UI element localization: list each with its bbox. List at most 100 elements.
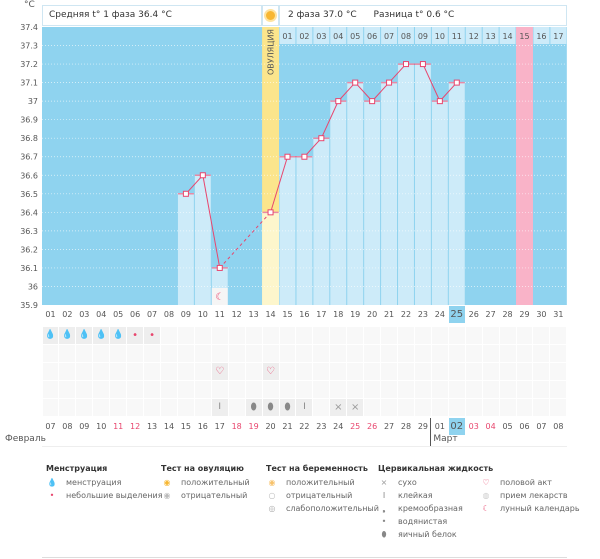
calendar-cell[interactable]	[381, 345, 398, 362]
calendar-cell[interactable]	[245, 381, 262, 398]
sticky-fluid-icon[interactable]: I	[211, 399, 228, 416]
date-label[interactable]: 25	[350, 422, 361, 431]
cycle-day-label[interactable]: 17	[316, 310, 327, 319]
calendar-cell[interactable]	[330, 327, 347, 344]
cycle-day-label[interactable]: 29	[519, 310, 530, 319]
date-label[interactable]: 18	[231, 422, 242, 431]
calendar-cell[interactable]	[262, 345, 279, 362]
calendar-cell[interactable]	[245, 363, 262, 380]
date-label[interactable]: 19	[248, 422, 259, 431]
cycle-day-label[interactable]: 01	[45, 310, 56, 319]
calendar-cell[interactable]	[127, 345, 144, 362]
calendar-cell[interactable]	[347, 363, 364, 380]
cycle-day-label[interactable]: 24	[434, 310, 445, 319]
cycle-day-label[interactable]: 23	[417, 310, 428, 319]
cycle-day-label[interactable]: 30	[536, 310, 547, 319]
date-label[interactable]: 23	[316, 422, 327, 431]
calendar-cell[interactable]	[177, 363, 194, 380]
date-label[interactable]: 27	[383, 422, 395, 431]
calendar-cell[interactable]	[127, 381, 144, 398]
calendar-cell[interactable]	[313, 327, 330, 344]
date-label[interactable]: 26	[367, 422, 378, 431]
calendar-cell[interactable]	[550, 381, 567, 398]
calendar-cell[interactable]	[550, 345, 567, 362]
cycle-day-label[interactable]: 27	[485, 310, 496, 319]
calendar-cell[interactable]	[194, 399, 211, 416]
calendar-cell[interactable]	[296, 345, 313, 362]
date-label[interactable]: 05	[502, 422, 513, 431]
calendar-cell[interactable]	[516, 399, 533, 416]
cycle-day-label[interactable]: 21	[383, 310, 395, 319]
calendar-cell[interactable]	[398, 345, 414, 362]
calendar-cell[interactable]	[364, 363, 381, 380]
date-label[interactable]: 29	[417, 422, 428, 431]
date-label[interactable]: 15	[180, 422, 191, 431]
calendar-cell[interactable]	[211, 381, 228, 398]
cycle-day-label[interactable]: 05	[113, 310, 124, 319]
cycle-day-label[interactable]: 06	[130, 310, 141, 319]
date-label[interactable]: 20	[265, 422, 276, 431]
calendar-cell[interactable]	[364, 381, 381, 398]
cycle-day-label[interactable]: 22	[400, 310, 412, 319]
calendar-cell[interactable]	[279, 363, 296, 380]
calendar-cell[interactable]	[262, 327, 279, 344]
calendar-cell[interactable]	[313, 363, 330, 380]
calendar-cell[interactable]	[414, 327, 431, 344]
heart-icon[interactable]: ♡	[211, 363, 228, 380]
calendar-cell[interactable]	[533, 327, 550, 344]
calendar-cell[interactable]	[550, 399, 567, 416]
calendar-cell[interactable]	[516, 363, 533, 380]
cycle-day-label[interactable]: 09	[180, 310, 191, 319]
calendar-cell[interactable]	[313, 381, 330, 398]
calendar-cell[interactable]	[533, 381, 550, 398]
date-label[interactable]: 16	[197, 422, 208, 431]
calendar-cell[interactable]	[76, 399, 93, 416]
calendar-cell[interactable]	[465, 381, 482, 398]
calendar-cell[interactable]	[313, 345, 330, 362]
calendar-cell[interactable]	[161, 381, 177, 398]
calendar-cell[interactable]	[347, 381, 364, 398]
cycle-day-label[interactable]: 11	[214, 310, 225, 319]
cycle-day-label[interactable]: 02	[62, 310, 73, 319]
calendar-cell[interactable]	[59, 381, 76, 398]
calendar-cell[interactable]	[144, 399, 160, 416]
calendar-cell[interactable]	[448, 345, 465, 362]
dry-icon[interactable]: ×	[347, 399, 364, 416]
calendar-cell[interactable]	[93, 381, 110, 398]
calendar-cell[interactable]	[42, 381, 59, 398]
calendar-cell[interactable]	[330, 381, 347, 398]
date-label[interactable]: 24	[333, 422, 344, 431]
calendar-cell[interactable]	[279, 345, 296, 362]
date-label[interactable]: 12	[130, 422, 141, 431]
date-label[interactable]: 08	[62, 422, 73, 431]
calendar-cell[interactable]	[516, 345, 533, 362]
cycle-day-label[interactable]: 26	[468, 310, 479, 319]
cycle-day-label[interactable]: 19	[350, 310, 361, 319]
date-label[interactable]: 22	[299, 422, 310, 431]
cycle-day-label[interactable]: 28	[502, 310, 513, 319]
calendar-cell[interactable]	[93, 363, 110, 380]
calendar-cell[interactable]	[431, 363, 448, 380]
calendar-cell[interactable]	[499, 381, 516, 398]
calendar-cell[interactable]	[465, 363, 482, 380]
calendar-cell[interactable]	[177, 399, 194, 416]
calendar-cell[interactable]	[533, 399, 550, 416]
cycle-day-label[interactable]: 15	[282, 310, 293, 319]
calendar-cell[interactable]	[59, 363, 76, 380]
cycle-day-label[interactable]: 12	[231, 310, 242, 319]
calendar-cell[interactable]	[482, 399, 499, 416]
calendar-cell[interactable]	[211, 345, 228, 362]
cycle-day-label[interactable]: 10	[197, 310, 208, 319]
calendar-cell[interactable]	[177, 381, 194, 398]
cycle-day-label[interactable]: 25	[448, 306, 465, 323]
calendar-cell[interactable]	[364, 345, 381, 362]
calendar-cell[interactable]	[144, 381, 160, 398]
calendar-cell[interactable]	[144, 345, 160, 362]
calendar-cell[interactable]	[110, 363, 127, 380]
date-label[interactable]: 09	[79, 422, 90, 431]
calendar-cell[interactable]	[381, 363, 398, 380]
calendar-cell[interactable]	[194, 381, 211, 398]
calendar-cell[interactable]	[330, 345, 347, 362]
calendar-cell[interactable]	[161, 363, 177, 380]
calendar-cell[interactable]	[194, 345, 211, 362]
